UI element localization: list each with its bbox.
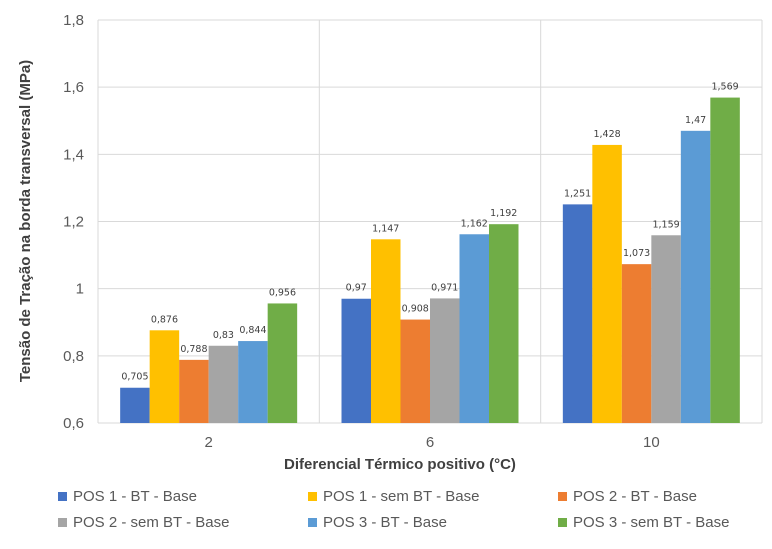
data-label: 0,908 [402, 304, 429, 315]
data-label: 1,569 [711, 82, 738, 93]
bar [430, 298, 460, 423]
data-label: 1,162 [461, 218, 488, 229]
bar [341, 298, 371, 423]
bar [371, 239, 401, 423]
y-tick-label: 1,2 [63, 214, 84, 231]
data-label: 1,47 [685, 115, 706, 126]
bar-chart: 0,705 0,876 0,788 0,83 0,844 0,956 0,97 1,147 0,… [17, 12, 763, 473]
legend-item: POS 2 - sem BT - Base [58, 514, 229, 531]
y-tick-label: 1,4 [63, 146, 84, 163]
legend-swatch [308, 518, 317, 527]
bar [621, 264, 652, 423]
bar [459, 234, 489, 423]
legend-swatch [308, 492, 317, 501]
legend-swatch [558, 518, 567, 527]
legend-item: POS 3 - BT - Base [308, 514, 447, 531]
data-label: 1,251 [564, 188, 591, 199]
y-tick-label: 0,8 [63, 348, 84, 365]
legend-item: POS 1 - sem BT - Base [308, 488, 479, 505]
bar [651, 235, 681, 423]
bar [179, 359, 209, 423]
x-tick-label: 10 [643, 434, 660, 451]
data-label: 1,147 [372, 223, 399, 234]
bar [267, 303, 298, 423]
legend-label: POS 1 - sem BT - Base [323, 488, 480, 505]
data-label: 0,844 [239, 325, 266, 336]
legend-swatch [58, 518, 67, 527]
data-label: 1,192 [490, 208, 517, 219]
x-tick-label: 2 [204, 434, 212, 451]
bar [208, 345, 239, 423]
x-axis-ticks: 2 6 10 [204, 434, 659, 451]
data-label: 0,97 [346, 283, 367, 294]
legend-swatch [558, 492, 567, 501]
legend-label: POS 3 - sem BT - Base [573, 514, 730, 531]
data-labels: 0,705 0,876 0,788 0,83 0,844 0,956 0,97 1,147 0,… [121, 82, 738, 383]
x-axis-title: Diferencial Térmico positivo (°C) [284, 456, 516, 473]
legend-label: POS 2 - BT - Base [573, 488, 697, 505]
bar [489, 224, 519, 423]
legend-label: POS 3 - BT - Base [323, 514, 447, 531]
x-tick-label: 6 [426, 434, 434, 451]
data-label: 0,971 [431, 282, 458, 293]
legend-swatch [58, 492, 67, 501]
data-label: 0,876 [151, 314, 178, 325]
bar [400, 319, 430, 423]
data-label: 0,83 [213, 330, 234, 341]
legend-item: POS 1 - BT - Base [58, 488, 197, 505]
y-axis-title: Tensão de Tração na borda transversal (M… [17, 60, 34, 382]
bar [120, 387, 150, 423]
data-label: 0,705 [121, 372, 148, 383]
y-tick-label: 1,6 [63, 79, 84, 96]
data-label: 0,788 [180, 344, 207, 355]
y-tick-label: 1,8 [63, 12, 84, 29]
y-tick-label: 1 [76, 281, 84, 298]
y-tick-label: 0,6 [63, 415, 84, 432]
y-axis-ticks: 0,6 0,8 1 1,2 1,4 1,6 1,8 [63, 12, 84, 432]
legend-label: POS 1 - BT - Base [73, 488, 197, 505]
data-label: 0,956 [269, 287, 296, 298]
legend-label: POS 2 - sem BT - Base [73, 514, 230, 531]
bar [680, 130, 711, 423]
bars [120, 97, 740, 423]
bar [562, 204, 593, 423]
bar [592, 144, 622, 423]
bar [710, 97, 740, 423]
legend-item: POS 2 - BT - Base [558, 488, 697, 505]
data-label: 1,159 [652, 219, 679, 230]
data-label: 1,428 [593, 129, 620, 140]
bar [149, 330, 180, 423]
legend-item: POS 3 - sem BT - Base [558, 514, 729, 531]
data-label: 1,073 [623, 248, 650, 259]
bar [238, 341, 268, 423]
